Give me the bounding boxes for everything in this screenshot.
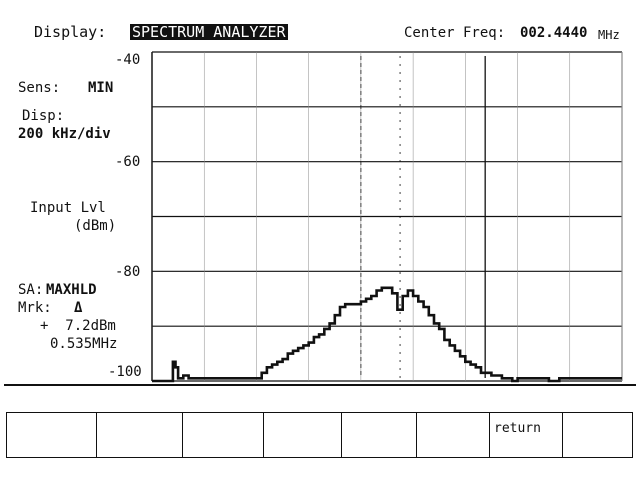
display-mode-badge[interactable]: SPECTRUM ANALYZER [130, 23, 288, 41]
softkey-label: return [494, 421, 541, 436]
sens-value[interactable]: MIN [88, 80, 114, 96]
y-tick-label: -40 [115, 52, 141, 68]
center-freq-unit: MHz [598, 28, 620, 42]
marker-level-value: + 7.2dBm [40, 318, 116, 334]
softkey-4[interactable] [263, 412, 342, 458]
disp-value[interactable]: 200 kHz/div [18, 126, 111, 142]
spectrum-trace [152, 286, 622, 383]
y-tick-label: -60 [115, 154, 141, 170]
softkey-3[interactable] [182, 412, 264, 458]
y-tick-label: -100 [108, 364, 142, 380]
spectrum-plot[interactable] [0, 0, 640, 410]
marker-label: Mrk: [18, 300, 52, 316]
center-freq-label: Center Freq: [404, 25, 506, 41]
softkey-2[interactable] [96, 412, 183, 458]
input-lvl-unit: (dBm) [74, 218, 117, 234]
divider-line [4, 384, 636, 386]
disp-label: Disp: [22, 108, 65, 124]
marker-freq-value: 0.535MHz [50, 336, 118, 352]
sa-mode-value[interactable]: MAXHLD [46, 282, 97, 298]
plot-grid [151, 51, 623, 382]
softkey-1[interactable] [6, 412, 97, 458]
softkey-8[interactable] [562, 412, 633, 458]
sens-label: Sens: [18, 80, 61, 96]
softkey-6[interactable] [416, 412, 490, 458]
center-freq-value[interactable]: 002.4440 [520, 25, 588, 41]
softkey-7[interactable]: return [489, 412, 563, 458]
input-lvl-label: Input Lvl [30, 200, 106, 216]
marker-delta-icon: Δ [74, 300, 83, 316]
softkey-5[interactable] [341, 412, 417, 458]
marker-lines [360, 56, 486, 378]
sa-label: SA: [18, 282, 44, 298]
y-tick-label: -80 [115, 264, 141, 280]
display-label: Display: [34, 23, 107, 41]
